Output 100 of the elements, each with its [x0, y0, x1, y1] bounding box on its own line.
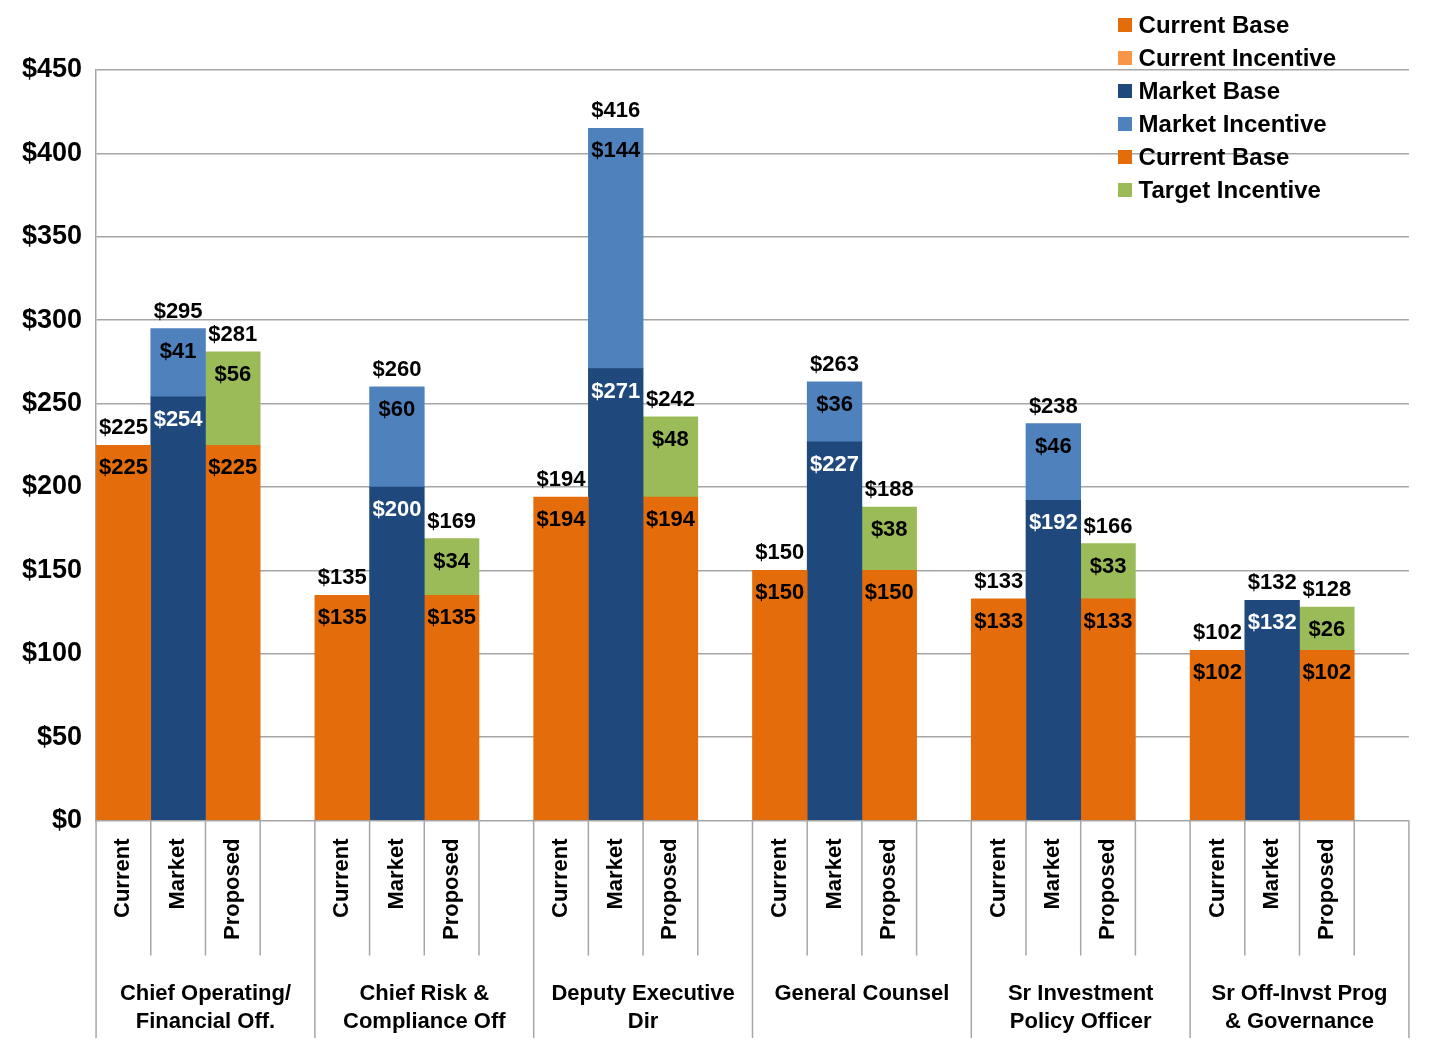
bar [369, 386, 425, 488]
bar [1025, 499, 1082, 821]
data-label: $227 [810, 451, 860, 476]
y-tick-label: $100 [21, 637, 83, 668]
bar [752, 570, 808, 821]
bar [205, 444, 261, 821]
total-label: $242 [645, 385, 695, 411]
x-tick-label: Current [984, 837, 1010, 918]
bar [150, 328, 206, 398]
bar [1080, 598, 1136, 821]
data-label: $144 [591, 137, 641, 163]
total-label: $281 [208, 320, 258, 346]
total-label: $102 [1192, 619, 1242, 645]
y-tick-label: $50 [37, 720, 83, 751]
x-tick-label: Current [547, 837, 573, 918]
total-label: $416 [591, 97, 641, 123]
bar [1025, 423, 1082, 501]
bar [423, 595, 480, 821]
y-tick-label: $0 [52, 803, 83, 834]
x-tick-label: Proposed [218, 838, 244, 941]
total-label: $188 [864, 476, 914, 502]
total-label: $166 [1083, 512, 1133, 538]
data-label: $132 [1247, 609, 1297, 635]
legend-label: Current Base [1138, 10, 1290, 39]
y-tick-label: $450 [21, 53, 83, 84]
total-label: $135 [317, 564, 367, 590]
data-label: $271 [591, 377, 641, 403]
data-label: $33 [1089, 552, 1127, 578]
total-label: $133 [974, 567, 1024, 593]
y-tick-label: $150 [21, 553, 83, 584]
data-label: $36 [816, 390, 853, 416]
x-tick-label: Current [1203, 837, 1229, 918]
data-label: $48 [652, 425, 689, 451]
total-label: $132 [1247, 569, 1297, 595]
x-tick-label: Market [1039, 837, 1065, 910]
data-label: $41 [159, 337, 197, 363]
data-label: $225 [208, 454, 258, 480]
data-label: $194 [536, 506, 587, 532]
bar [588, 128, 644, 369]
data-label: $133 [1083, 607, 1133, 633]
bar [1189, 650, 1246, 821]
text: Sr Off-Invst Prog & Governance [1211, 979, 1388, 1033]
text: Deputy Executive Dir [551, 979, 735, 1033]
total-label: $169 [427, 507, 477, 533]
data-label: $150 [864, 579, 914, 605]
bar [369, 486, 425, 821]
bar [588, 368, 644, 821]
text: Chief Operating/ Financial Off. [119, 979, 292, 1033]
total-label: $194 [536, 466, 587, 492]
x-tick-label: Market [601, 837, 627, 910]
bar [96, 444, 152, 821]
x-tick-label: Market [382, 837, 408, 910]
x-tick-label: Market [1258, 837, 1284, 910]
data-label: $225 [98, 454, 148, 480]
legend-label: Current Incentive [1138, 43, 1336, 72]
bar [861, 570, 917, 821]
data-label: $135 [317, 604, 367, 630]
bar [314, 595, 370, 821]
data-label: $200 [372, 496, 422, 522]
bar [150, 396, 206, 821]
data-label: $254 [153, 405, 204, 431]
total-label: $238 [1028, 392, 1078, 418]
x-tick-label: Proposed [1312, 838, 1338, 941]
data-label: $60 [378, 395, 416, 421]
data-label: $26 [1308, 616, 1346, 642]
text: Sr Investment Policy Officer [1007, 979, 1155, 1033]
total-label: $260 [372, 355, 422, 381]
data-label: $102 [1302, 659, 1352, 685]
data-label: $34 [433, 547, 471, 573]
data-label: $133 [974, 607, 1024, 633]
bar [642, 496, 699, 821]
x-tick-label: Market [164, 837, 190, 910]
data-label: $192 [1028, 509, 1078, 535]
legend-label: Market Base [1138, 76, 1281, 105]
x-tick-label: Proposed [437, 838, 463, 941]
text: General Counsel [774, 979, 950, 1005]
bar [1299, 650, 1355, 821]
legend-label: Current Base [1138, 142, 1290, 171]
x-tick-label: Current [765, 837, 791, 918]
data-label: $150 [755, 579, 805, 605]
y-tick-label: $200 [21, 470, 83, 501]
bar [533, 496, 589, 821]
total-label: $150 [755, 539, 805, 565]
bar [806, 441, 863, 821]
x-tick-label: Current [328, 837, 354, 918]
data-label: $102 [1192, 659, 1242, 685]
x-tick-label: Proposed [875, 838, 901, 941]
data-label: $46 [1034, 432, 1072, 458]
bar [970, 598, 1027, 821]
data-label: $135 [427, 604, 477, 630]
x-tick-label: Proposed [656, 838, 682, 941]
total-label: $263 [810, 350, 860, 376]
y-tick-label: $400 [21, 136, 83, 167]
data-label: $194 [645, 506, 696, 532]
x-tick-label: Market [820, 837, 846, 910]
total-label: $295 [153, 297, 203, 323]
y-tick-label: $350 [21, 220, 83, 251]
x-tick-label: Current [109, 837, 135, 918]
data-label: $38 [870, 516, 908, 542]
y-tick-label: $300 [21, 303, 83, 334]
